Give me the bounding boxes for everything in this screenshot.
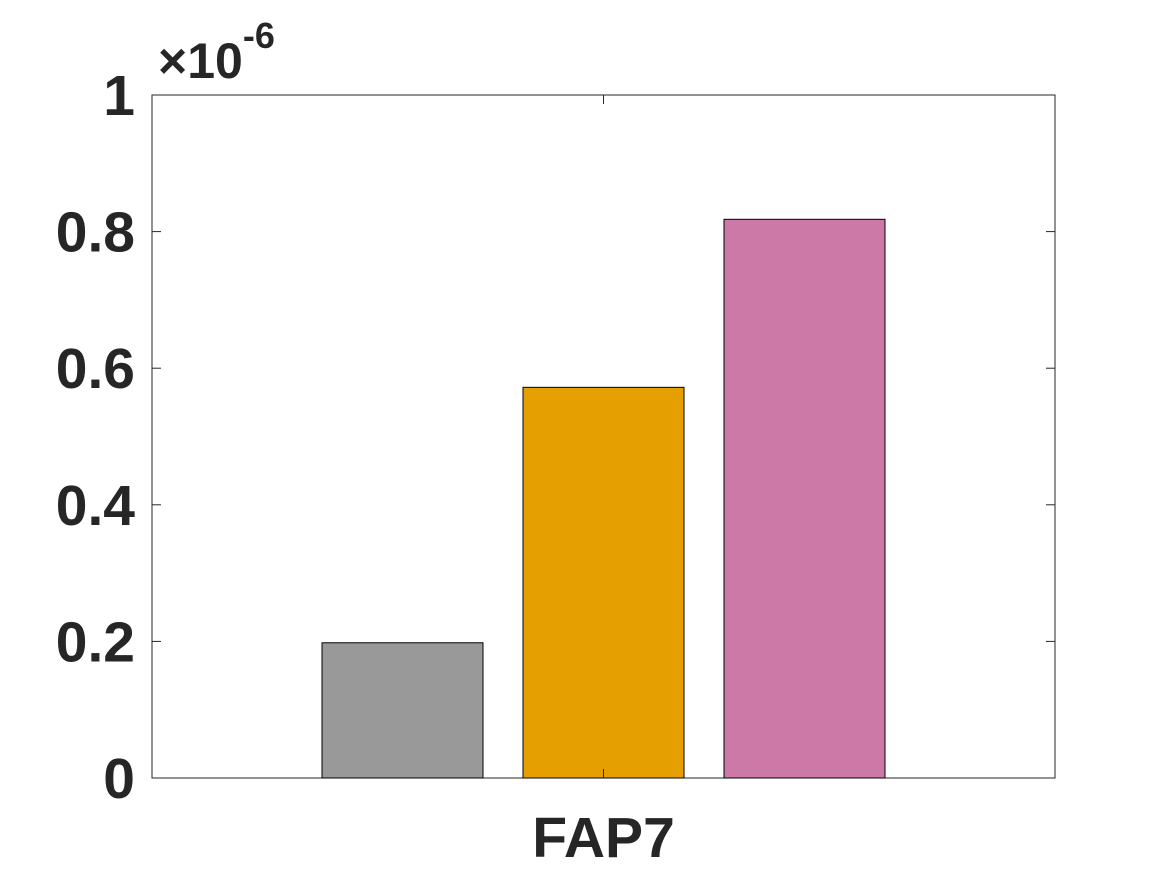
axis-exponent-label: ×10-6 <box>158 15 275 89</box>
bar-series-1 <box>321 642 484 779</box>
x-tick-label: FAP7 <box>532 806 675 870</box>
y-tick-label: 0.4 <box>56 474 136 538</box>
exponent-power: -6 <box>243 15 275 56</box>
y-tick-label: 0 <box>103 747 135 811</box>
y-tick-label: 1 <box>103 64 135 128</box>
bar-series-3 <box>723 218 886 779</box>
exponent-prefix: ×10 <box>158 33 243 89</box>
y-tick-label: 0.8 <box>56 201 135 265</box>
y-tick-label: 0.6 <box>56 337 135 401</box>
y-tick-label: 0.2 <box>56 610 135 674</box>
bar-series-2 <box>522 386 685 779</box>
